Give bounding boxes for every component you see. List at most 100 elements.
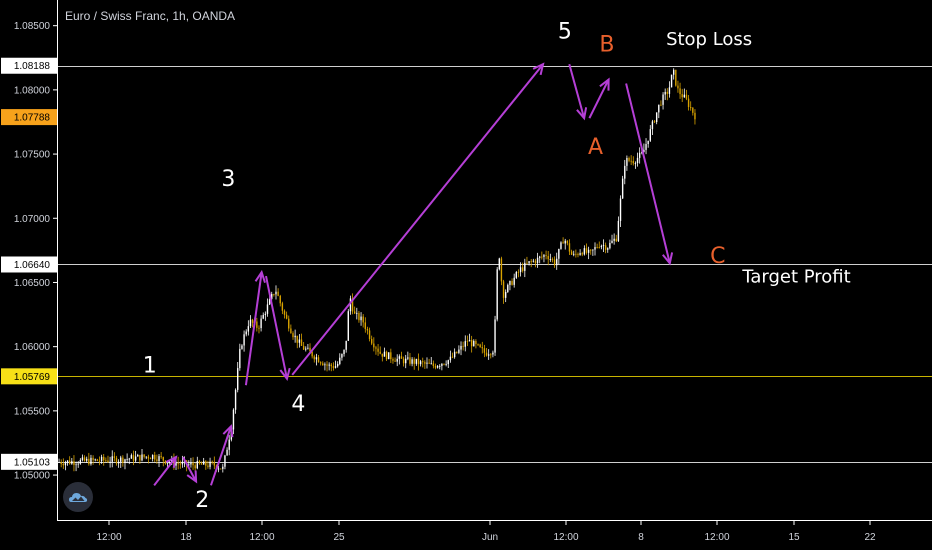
candle-body [443,363,445,365]
candle-body [668,87,671,94]
candle-body [626,158,628,166]
candle-body [328,364,330,366]
candle-body [345,340,347,350]
candle-body [592,249,594,251]
candle-body [103,456,105,461]
candle-body [315,357,318,360]
candle-body [553,259,556,266]
candle-body [466,341,469,342]
candle-body [658,104,660,113]
candle-body [590,249,592,251]
candle-body [392,359,394,361]
candle-body [649,129,651,141]
candle-body [419,361,422,365]
candle-body [449,356,452,361]
candle-body [390,352,392,360]
candle-body [498,258,500,270]
candle-body [405,358,407,364]
candle-body [617,220,620,242]
candle-body [300,339,303,346]
candle-body [107,460,109,463]
candle-body [490,354,492,356]
candle-body [188,464,190,466]
candle-body [375,347,377,349]
candle-body [409,357,411,364]
candle-body [494,319,496,353]
candle-body [283,310,286,315]
candle-body [692,107,694,113]
candle-body [462,345,464,347]
candle-body [641,152,643,154]
candle-body [560,242,562,249]
wave-arrow-6 [568,63,586,119]
candle-body [507,284,509,293]
candle-body [558,248,560,259]
candle-body [634,163,637,164]
candle-body [568,243,571,252]
candle-body [347,311,349,341]
candle-body [137,454,139,457]
candle-body [332,366,335,368]
candle-body [194,465,196,469]
candle-body [396,358,398,362]
candle-body [281,303,284,311]
price-tag-2 [1,256,57,273]
y-tick-label: 1.06000 [14,342,51,353]
price-tags: 1.08188 1.07788 1.06640 1.05769 1.05103 [1,57,57,470]
candle-body [326,364,328,366]
candles [58,68,696,473]
candle-body [613,238,615,241]
candle-body [245,331,247,335]
candle-body [309,347,311,352]
candle-body [579,253,581,255]
price-tag-label-0: 1.08188 [14,61,51,72]
candle-body [473,340,475,347]
y-tick-label: 1.06500 [14,278,51,289]
candle-body [653,121,656,123]
candle-body [368,330,371,339]
candle-body [66,460,69,463]
y-tick-label: 1.05500 [14,406,51,417]
candle-body [651,121,654,130]
candle-body [624,165,626,179]
candle-body [311,351,313,357]
candle-body [266,304,269,314]
logo-button[interactable] [63,482,93,512]
candle-body [202,461,205,465]
candle-body [90,457,92,465]
wave-label-2: 2 [195,488,209,513]
candle-body [536,257,539,264]
candle-body [619,198,622,221]
candle-body [681,94,683,98]
candle-body [509,281,511,285]
candle-body [496,269,498,320]
candle-body [672,69,675,75]
candle-body [385,351,388,360]
candle-body [260,318,262,329]
x-tick-label: 12:00 [249,532,274,543]
y-tick-label: 1.05000 [14,471,51,482]
wave-arrow-5 [291,63,544,376]
candle-body [362,316,364,323]
correction-label-c: C [710,244,725,269]
candle-body [324,364,326,366]
candle-body [432,363,435,366]
candle-body [145,456,147,458]
candle-body [100,456,103,462]
candle-body [319,362,322,364]
candle-body [71,461,73,464]
candle-body [615,238,617,242]
candle-body [607,248,609,250]
candle-body [279,295,281,304]
wave-arrow-8 [625,83,671,264]
candle-body [285,314,288,319]
candle-body [86,458,88,461]
wave-label-1: 1 [143,353,157,378]
candle-body [181,461,184,465]
candle-body [232,409,235,430]
candle-body [294,335,296,338]
candle-body [64,462,67,466]
candle-body [487,354,490,356]
candle-body [141,454,143,461]
